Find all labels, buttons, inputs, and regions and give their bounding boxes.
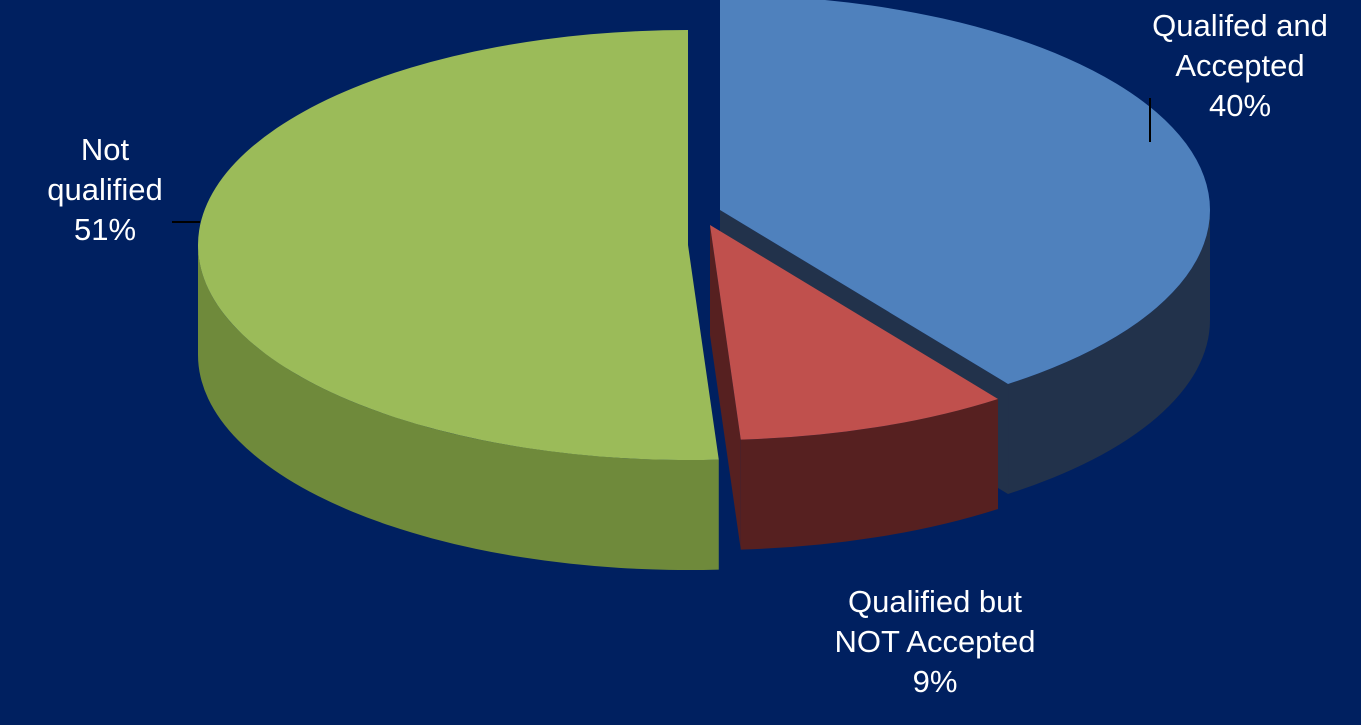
pie-side-not-qualified-0 [198, 245, 719, 570]
pie-side-qualified-but-not-accepted-0 [740, 398, 999, 550]
pie-side-qualifed-and-accepted-0 [1008, 210, 1210, 494]
label-qualified-not-accepted-pct: 9% [912, 664, 958, 699]
label-qualified-accepted-pct: 40% [1208, 88, 1272, 123]
label-qualified-not-accepted: Qualified but NOT Accepted 9% [795, 582, 1075, 702]
label-qualified-accepted: Qualifed and Accepted 40% [1120, 6, 1360, 126]
pie-slice-qualifed-and-accepted [720, 0, 1210, 384]
label-qualified-not-accepted-line2: NOT Accepted [834, 624, 1036, 659]
pie-slice-not-qualified [197, 30, 719, 461]
label-qualified-accepted-line2: Accepted [1175, 48, 1305, 83]
label-not-qualified-pct: 51% [73, 212, 137, 247]
label-qualified-accepted-line1: Qualifed and [1152, 8, 1328, 43]
label-not-qualified: Not qualified 51% [20, 130, 190, 250]
pie-slice-qualified-but-not-accepted [710, 225, 999, 440]
pie-cut-face-qualified-but-not-accepted-1 [710, 225, 741, 550]
label-not-qualified-line1: Not [80, 132, 130, 167]
label-qualified-not-accepted-line1: Qualified but [847, 584, 1023, 619]
label-not-qualified-line2: qualified [47, 172, 163, 207]
pie-tops [197, 0, 1210, 461]
